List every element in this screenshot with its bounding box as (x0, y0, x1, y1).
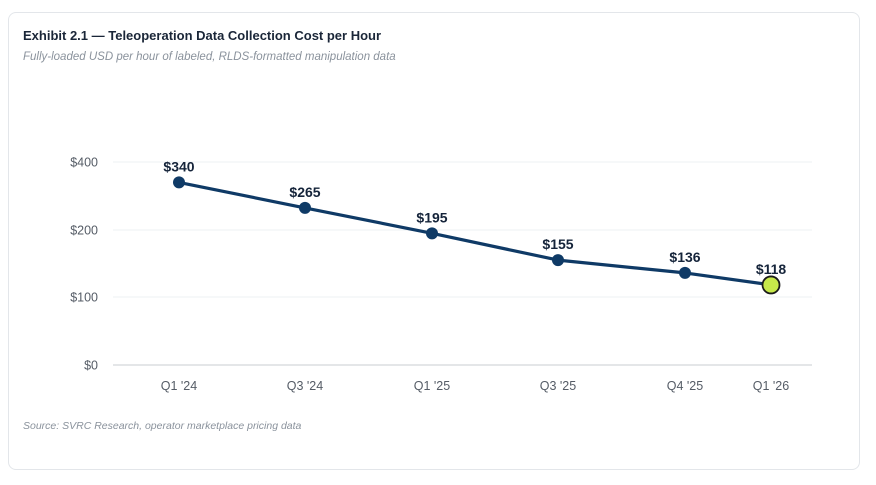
data-label: $195 (416, 209, 447, 225)
y-tick-label: $200 (70, 224, 98, 238)
x-tick-label: Q1 '25 (414, 379, 450, 393)
y-tick-label: $0 (84, 359, 98, 373)
data-point (552, 254, 564, 267)
x-tick-label: Q3 '25 (540, 379, 576, 393)
data-label: $136 (669, 249, 700, 265)
data-label: $340 (163, 158, 194, 174)
y-tick-label: $400 (70, 156, 98, 170)
data-label: $118 (756, 261, 787, 277)
x-tick-label: Q3 '24 (287, 379, 323, 393)
series-line (177, 180, 773, 287)
chart-subtitle: Fully-loaded USD per hour of labeled, RL… (23, 51, 396, 63)
x-tick-label: Q1 '26 (753, 379, 789, 393)
data-point (299, 201, 311, 214)
chart-card (8, 12, 860, 470)
data-point (679, 266, 691, 279)
data-point (173, 176, 185, 189)
x-tick-label: Q1 '24 (161, 379, 197, 393)
highlight-data-point (761, 275, 781, 295)
chart-source: Source: SVRC Research, operator marketpl… (23, 420, 302, 432)
data-label: $265 (289, 184, 320, 200)
y-tick-label: $100 (70, 291, 98, 305)
chart-title: Exhibit 2.1 — Teleoperation Data Collect… (23, 28, 382, 43)
x-tick-label: Q4 '25 (667, 379, 703, 393)
data-label: $155 (542, 236, 573, 252)
data-point (426, 227, 438, 240)
